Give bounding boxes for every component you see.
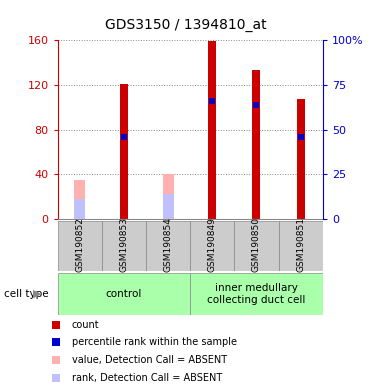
Text: GSM190850: GSM190850	[252, 217, 261, 272]
Bar	[120, 84, 128, 219]
Bar	[146, 221, 190, 271]
Bar	[162, 174, 174, 219]
Text: percentile rank within the sample: percentile rank within the sample	[72, 337, 237, 347]
Text: control: control	[106, 289, 142, 299]
Text: GSM190853: GSM190853	[119, 217, 128, 272]
Text: GSM190851: GSM190851	[296, 217, 305, 272]
Text: value, Detection Call = ABSENT: value, Detection Call = ABSENT	[72, 355, 227, 365]
Bar	[58, 221, 102, 271]
Bar	[279, 221, 323, 271]
Text: GDS3150 / 1394810_at: GDS3150 / 1394810_at	[105, 18, 266, 32]
Bar	[58, 273, 190, 315]
Text: inner medullary
collecting duct cell: inner medullary collecting duct cell	[207, 283, 306, 305]
Bar	[74, 180, 85, 219]
Bar	[74, 199, 85, 219]
Text: count: count	[72, 319, 99, 329]
Bar	[190, 273, 323, 315]
Bar	[162, 194, 174, 219]
Bar	[253, 70, 260, 219]
Bar	[297, 99, 305, 219]
Text: cell type: cell type	[4, 289, 48, 299]
Text: GSM190849: GSM190849	[208, 217, 217, 272]
Bar	[102, 221, 146, 271]
Text: ▶: ▶	[33, 289, 41, 299]
Text: GSM190854: GSM190854	[164, 217, 173, 272]
Bar	[208, 41, 216, 219]
Bar	[190, 221, 234, 271]
Text: GSM190852: GSM190852	[75, 217, 84, 272]
Bar	[234, 221, 279, 271]
Text: rank, Detection Call = ABSENT: rank, Detection Call = ABSENT	[72, 372, 222, 382]
